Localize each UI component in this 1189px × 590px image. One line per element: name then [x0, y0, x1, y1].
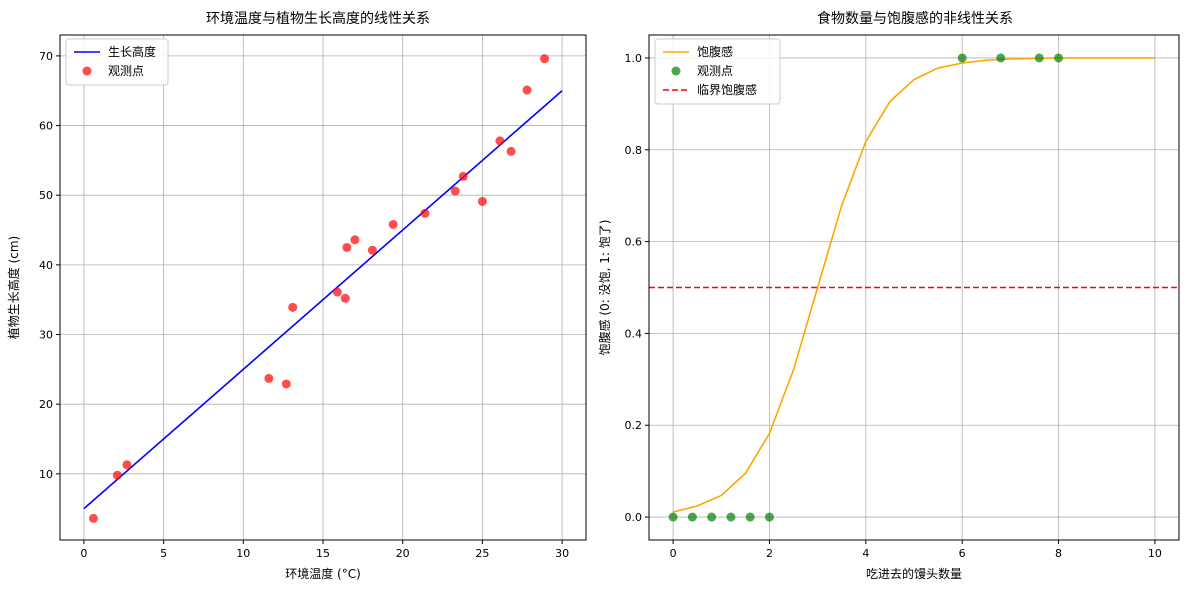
scatter-point	[420, 208, 430, 218]
x-tick-label: 8	[1055, 547, 1062, 560]
x-axis-label: 环境温度 (°C)	[285, 566, 361, 581]
scatter-point	[288, 302, 298, 312]
x-tick-label: 15	[316, 547, 330, 560]
x-tick-label: 2	[766, 547, 773, 560]
legend-label: 饱腹感	[697, 44, 733, 59]
x-tick-label: 0	[80, 547, 87, 560]
scatter-point	[342, 242, 352, 252]
legend-swatch	[82, 66, 92, 76]
legend-label: 生长高度	[108, 44, 156, 59]
scatter-point	[996, 53, 1006, 63]
scatter-point	[112, 470, 122, 480]
y-tick-label: 50	[39, 189, 53, 202]
scatter-point	[707, 512, 717, 522]
x-tick-label: 10	[1148, 547, 1162, 560]
plot-frame	[648, 34, 1180, 541]
y-tick-label: 0.0	[625, 511, 643, 524]
scatter-point	[726, 512, 736, 522]
x-axis-label: 吃进去的馒头数量	[866, 566, 962, 581]
series-line	[672, 57, 1155, 513]
legend-label: 观测点	[108, 64, 144, 78]
x-tick-label: 10	[236, 547, 250, 560]
y-tick-label: 10	[39, 468, 53, 481]
y-tick-label: 30	[39, 329, 53, 342]
scatter-point	[340, 293, 350, 303]
x-tick-label: 4	[862, 547, 869, 560]
y-tick-label: 0.6	[625, 236, 643, 249]
x-tick-label: 25	[475, 547, 489, 560]
y-tick-label: 20	[39, 398, 53, 411]
y-tick-label: 60	[39, 120, 53, 133]
scatter-point	[367, 245, 377, 255]
y-tick-label: 70	[39, 50, 53, 63]
scatter-point	[450, 186, 460, 196]
scatter-point	[745, 512, 755, 522]
ticks: 0 5 10 15 20 25 30 10 20 30 40 50 60 70	[39, 50, 569, 560]
chart-food-satiety: 食物数量与饱腹感的非线性关系 0 2 4 6 8 10 0.0 0.2 0.4 0.6 0.8 1.0…	[597, 10, 1180, 581]
x-tick-label: 30	[555, 547, 569, 560]
chart-title: 环境温度与植物生长高度的线性关系	[206, 10, 430, 27]
scatter-point	[522, 85, 532, 95]
series-line	[83, 90, 563, 510]
scatter-point	[506, 146, 516, 156]
scatter-point	[122, 460, 132, 470]
y-axis-label: 植物生长高度 (cm)	[6, 236, 21, 339]
y-tick-label: 0.2	[625, 419, 643, 432]
chart-temperature-growth: 环境温度与植物生长高度的线性关系 0 5 10 15 20 25 30 10 20 30 40 50 6…	[6, 10, 587, 581]
plot-area	[649, 53, 1179, 522]
y-tick-label: 0.4	[625, 327, 643, 340]
legend-label: 临界饱腹感	[697, 82, 757, 97]
scatter-point	[687, 512, 697, 522]
legend-label: 观测点	[697, 64, 733, 78]
scatter-point	[388, 219, 398, 229]
ticks: 0 2 4 6 8 10 0.0 0.2 0.4 0.6 0.8 1.0	[625, 52, 1162, 560]
x-tick-label: 5	[160, 547, 167, 560]
scatter-point	[957, 53, 967, 63]
scatter-point	[88, 513, 98, 523]
x-tick-label: 20	[396, 547, 410, 560]
scatter-point	[540, 54, 550, 64]
scatter-point	[264, 373, 274, 383]
scatter-point	[458, 171, 468, 181]
scatter-point	[1054, 53, 1064, 63]
legend-frame	[654, 38, 781, 105]
legend-swatch	[671, 66, 681, 76]
scatter-point	[1034, 53, 1044, 63]
scatter-point	[764, 512, 774, 522]
chart-title: 食物数量与饱腹感的非线性关系	[817, 10, 1013, 27]
y-tick-label: 0.8	[625, 144, 643, 157]
gridlines	[60, 35, 586, 540]
scatter-point	[477, 196, 487, 206]
y-tick-label: 40	[39, 259, 53, 272]
scatter-point	[281, 379, 291, 389]
y-axis-label: 饱腹感 (0: 没饱, 1: 饱了)	[597, 220, 612, 356]
scatter-point	[668, 512, 678, 522]
plot-area	[83, 54, 563, 523]
scatter-point	[332, 287, 342, 297]
x-tick-label: 6	[959, 547, 966, 560]
scatter-point	[495, 136, 505, 146]
legend-frame	[65, 38, 169, 86]
scatter-point	[350, 235, 360, 245]
y-tick-label: 1.0	[625, 52, 643, 65]
x-tick-label: 0	[670, 547, 677, 560]
